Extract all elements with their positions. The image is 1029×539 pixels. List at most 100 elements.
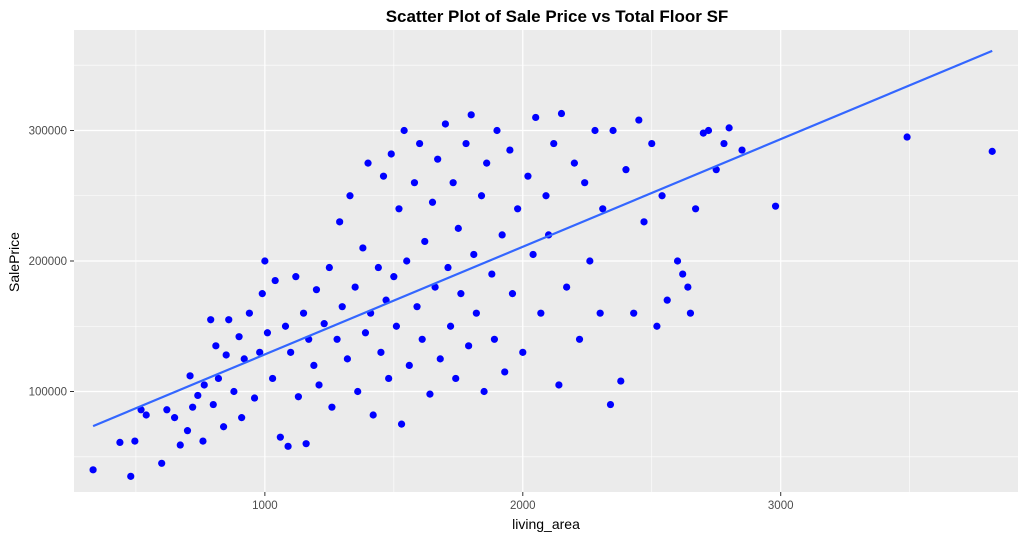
data-point xyxy=(269,374,277,383)
x-tick-label: 2000 xyxy=(510,500,536,512)
data-point xyxy=(488,270,496,278)
data-point xyxy=(170,414,179,422)
data-point xyxy=(563,283,571,291)
data-point xyxy=(467,111,475,119)
data-point xyxy=(635,116,643,124)
data-point xyxy=(483,159,491,167)
data-point xyxy=(720,139,728,148)
data-point xyxy=(256,348,264,356)
data-point xyxy=(501,368,509,376)
data-points xyxy=(89,109,996,480)
data-point xyxy=(684,283,692,291)
data-point xyxy=(622,166,630,174)
data-point xyxy=(325,263,333,272)
data-point xyxy=(465,342,473,350)
data-point xyxy=(537,309,545,317)
data-point xyxy=(524,172,532,180)
data-point xyxy=(441,120,450,128)
data-point xyxy=(387,150,395,158)
data-point xyxy=(276,433,284,441)
data-point xyxy=(591,126,599,135)
data-point xyxy=(498,231,506,239)
data-point xyxy=(428,198,437,206)
data-point xyxy=(557,109,566,118)
data-point xyxy=(377,348,385,356)
data-point xyxy=(426,390,434,398)
data-point xyxy=(284,442,292,450)
data-point xyxy=(421,237,429,246)
data-point xyxy=(379,172,388,180)
data-point xyxy=(653,322,661,330)
data-point xyxy=(506,146,514,154)
y-axis-title: SalePrice xyxy=(6,232,22,292)
data-point xyxy=(189,403,197,411)
data-point xyxy=(390,273,398,281)
data-point xyxy=(395,205,403,213)
data-point xyxy=(405,361,413,370)
data-point xyxy=(704,126,713,135)
data-point xyxy=(292,273,300,281)
data-point xyxy=(532,113,540,122)
data-point xyxy=(470,250,478,259)
data-point xyxy=(606,400,615,409)
data-point xyxy=(194,391,202,400)
data-point xyxy=(446,322,455,330)
data-point xyxy=(361,329,370,337)
y-tick-label: 200000 xyxy=(29,256,67,268)
data-point xyxy=(127,472,135,480)
data-point xyxy=(673,257,682,265)
data-point xyxy=(493,126,501,135)
data-point xyxy=(364,159,372,167)
data-point xyxy=(434,155,442,163)
data-point xyxy=(609,126,617,135)
data-point xyxy=(385,374,393,383)
data-point xyxy=(738,146,746,154)
data-point xyxy=(200,381,208,389)
data-point xyxy=(183,427,192,435)
data-point xyxy=(212,342,220,350)
data-point xyxy=(258,290,266,298)
data-point xyxy=(462,139,470,148)
x-tick-label: 3000 xyxy=(768,500,794,512)
data-point xyxy=(238,414,246,422)
data-point xyxy=(281,322,290,330)
data-point xyxy=(617,377,625,385)
data-point xyxy=(271,276,279,285)
y-tick-label: 100000 xyxy=(29,387,67,399)
data-point xyxy=(452,374,460,383)
data-point xyxy=(214,374,223,383)
data-point xyxy=(225,316,233,324)
data-point xyxy=(261,257,269,265)
data-point xyxy=(630,309,638,317)
data-point xyxy=(250,394,259,402)
chart-title: Scatter Plot of Sale Price vs Total Floo… xyxy=(386,7,729,26)
data-point xyxy=(586,257,594,265)
data-point xyxy=(299,309,308,317)
data-point xyxy=(131,437,139,445)
data-point xyxy=(333,335,341,343)
data-point xyxy=(287,348,295,356)
data-point xyxy=(397,420,406,428)
data-point xyxy=(222,351,230,359)
data-point xyxy=(555,381,563,389)
x-axis-title: living_area xyxy=(512,516,580,532)
data-point xyxy=(302,440,310,448)
data-point xyxy=(336,218,344,226)
data-point xyxy=(658,192,666,200)
data-point xyxy=(230,387,238,396)
data-point xyxy=(176,441,184,449)
data-point xyxy=(351,283,359,291)
data-point xyxy=(240,355,248,363)
data-point xyxy=(142,411,150,419)
data-point xyxy=(89,466,97,474)
data-point xyxy=(186,372,194,380)
data-point xyxy=(354,387,362,396)
data-point xyxy=(209,400,217,409)
data-point xyxy=(328,403,336,411)
data-point xyxy=(686,309,695,317)
data-point xyxy=(245,309,253,317)
data-point xyxy=(988,147,996,155)
data-point xyxy=(413,303,421,311)
data-point xyxy=(320,320,328,328)
